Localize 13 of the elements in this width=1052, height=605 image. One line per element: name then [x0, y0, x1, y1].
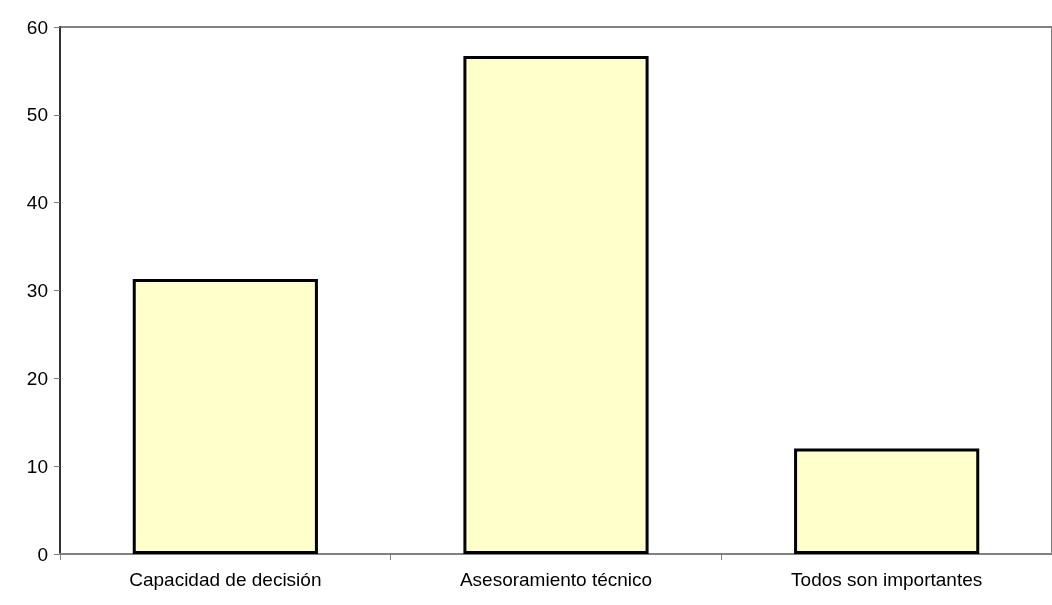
x-tick-label: Todos son importantes [791, 569, 983, 590]
y-tick-label: 40 [26, 192, 48, 214]
bar [132, 279, 318, 554]
bar [463, 55, 649, 554]
y-tick-label: 20 [26, 367, 48, 389]
y-tick-label: 60 [26, 16, 48, 38]
bar [794, 448, 980, 554]
y-tick-label: 10 [26, 455, 48, 477]
x-tick-label: Capacidad de decisión [129, 569, 322, 590]
y-tick-label: 0 [37, 543, 48, 565]
x-tick-label: Asesoramiento técnico [459, 569, 653, 590]
y-tick-label: 50 [26, 104, 48, 126]
y-tick-label: 30 [26, 280, 48, 301]
